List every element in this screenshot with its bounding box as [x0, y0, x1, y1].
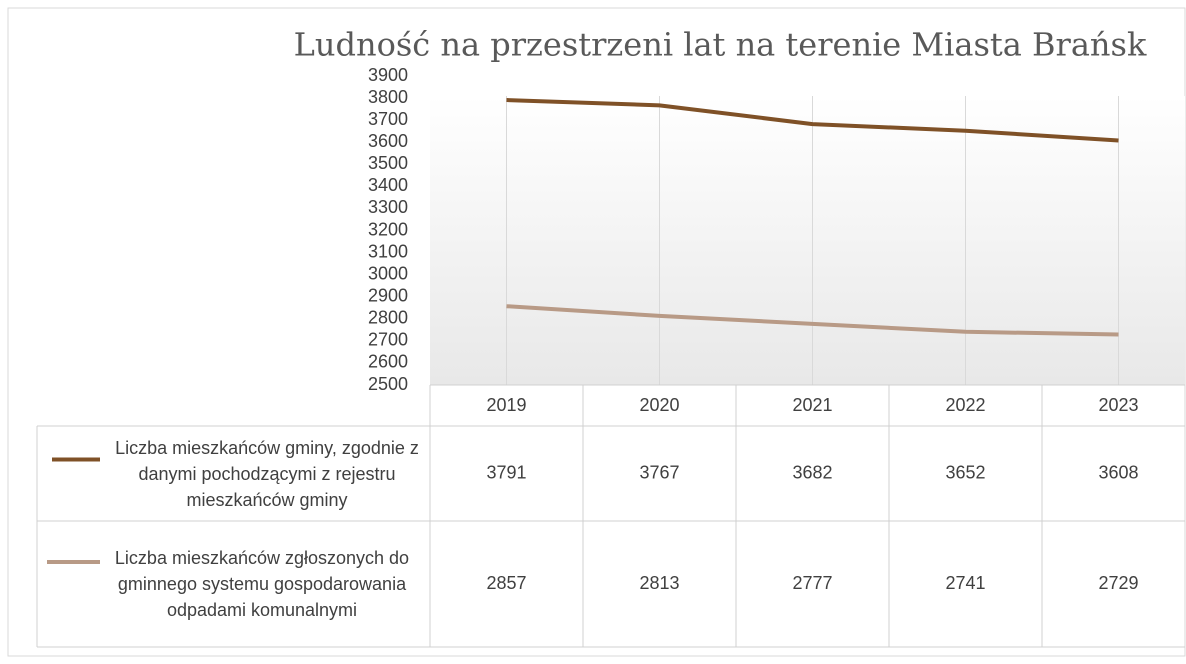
y-tick-label: 2700	[368, 330, 408, 350]
x-tick-label: 2023	[1098, 395, 1138, 415]
x-tick-label: 2022	[945, 395, 985, 415]
x-tick-label: 2021	[792, 395, 832, 415]
table-value: 2813	[639, 573, 679, 593]
y-tick-label: 3300	[368, 197, 408, 217]
y-tick-label: 3800	[368, 87, 408, 107]
plot-background	[430, 96, 1185, 385]
y-tick-label: 3900	[368, 65, 408, 85]
table-value: 2729	[1098, 573, 1138, 593]
series-line	[506, 98, 1119, 143]
legend-label: Liczba mieszkańców zgłoszonych do gminne…	[114, 548, 410, 620]
y-tick-label: 2800	[368, 308, 408, 328]
x-tick-label: 2019	[486, 395, 526, 415]
y-tick-label: 3500	[368, 153, 408, 173]
y-tick-label: 3200	[368, 219, 408, 239]
y-tick-label: 2600	[368, 352, 408, 372]
table-value: 2741	[945, 573, 985, 593]
table-value: 2777	[792, 573, 832, 593]
table-value: 3791	[486, 462, 526, 482]
table-value: 3608	[1098, 462, 1138, 482]
y-tick-label: 3400	[368, 175, 408, 195]
y-tick-label: 2900	[368, 285, 408, 305]
y-tick-label: 3100	[368, 241, 408, 261]
chart-title: Ludność na przestrzeni lat na terenie Mi…	[294, 26, 1147, 64]
y-tick-label: 3700	[368, 109, 408, 129]
y-tick-label: 2500	[368, 374, 408, 394]
x-tick-label: 2020	[639, 395, 679, 415]
legend-label: Liczba mieszkańców gminy, zgodnie z dany…	[115, 437, 419, 510]
y-tick-label: 3000	[368, 263, 408, 283]
table-value: 2857	[486, 573, 526, 593]
series-line	[506, 304, 1119, 337]
y-tick-label: 3600	[368, 131, 408, 151]
table-value: 3682	[792, 462, 832, 482]
table-value: 3652	[945, 462, 985, 482]
table-value: 3767	[639, 462, 679, 482]
